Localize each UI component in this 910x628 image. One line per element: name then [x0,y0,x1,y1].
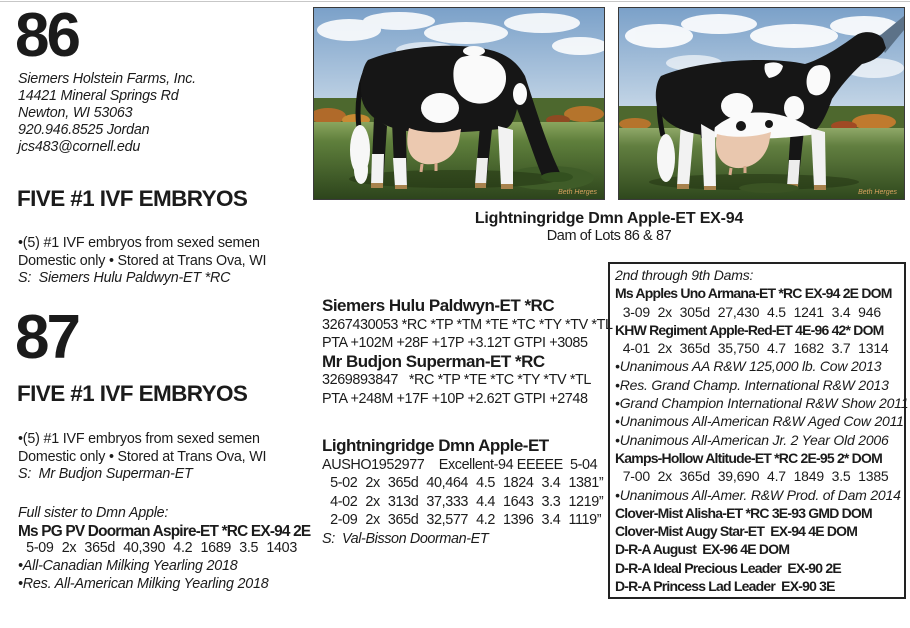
award-line: •Res. All-American Milking Yearling 2018 [18,575,269,592]
lot-87-number: 87 [15,303,81,372]
consignor-line: 920.946.8525 Jordan [18,121,150,138]
cow-grazing-illustration: Beth Herges [314,8,604,199]
dam-id: AUSHO1952977 Excellent-94 EEEEE 5-04 [322,456,598,473]
sires-pedigree-block: Siemers Hulu Paldwyn-ET *RC 3267430053 *… [322,296,613,409]
dam-box-line: 4-01 2x 365d 35,750 4.7 1682 3.7 1314 [615,340,889,357]
dam-box-line: Kamps-Hollow Altitude-ET *RC 2E-95 2* DO… [615,449,883,466]
full-sister-name: Ms PG PV Doorman Aspire-ET *RC EX-94 2E [18,522,311,540]
award-line: •All-Canadian Milking Yearling 2018 [18,558,238,575]
dam-box-line: D-R-A Ideal Precious Leader EX-90 2E [615,559,842,576]
sire-2-id: 3269893847 *RC *TP *TE *TC *TY *TV *TL [322,372,592,389]
dam-box-line: •Unanimous All-American Jr. 2 Year Old 2… [615,431,889,448]
photo-credit: Beth Herges [858,189,897,196]
note-line: •(5) #1 IVF embryos from sexed semen [18,235,260,251]
dam-record-line: 5-02 2x 365d 40,464 4.5 1824 3.4 1381” [322,475,604,492]
cow-standing-illustration: Beth Herges [619,8,904,199]
extended-dams-box: 2nd through 9th Dams: Ms Apples Uno Arman… [608,262,909,599]
caption-sub: Dam of Lots 86 & 87 [546,228,672,244]
consignor-line: Siemers Holstein Farms, Inc. [18,71,196,87]
dam-record-line: 2-09 2x 365d 32,577 4.2 1396 3.4 1119” [322,512,602,529]
lot-87-note-list: •(5) #1 IVF embryos from sexed semen Dome… [18,431,266,466]
autumn-trees [314,106,604,126]
consignor-line: Newton, WI 53063 [18,104,133,121]
caption-name: Lightningridge Dmn Apple-ET EX-94 [474,210,744,227]
full-sister-block: Full sister to Dmn Apple: Ms PG PV Doorm… [18,505,311,594]
dam-record-line: 4-02 2x 313d 37,333 4.4 1643 3.3 1219” [322,493,604,510]
sire-1-name: Siemers Hulu Paldwyn-ET *RC [322,296,555,315]
sire-2-name: Mr Budjon Superman-ET *RC [322,351,545,371]
dam-box-line: 2nd through 9th Dams: [615,267,754,283]
lot-87-sire-line: S: Mr Budjon Superman-ET [18,466,193,483]
dam-box-line: Ms Apples Uno Armana-ET *RC EX-94 2E DOM [615,285,892,302]
dam-box-line: •Unanimous AA R&W 125,000 lb. Cow 2013 [615,358,882,375]
photo-caption: Lightningridge Dmn Apple-ET EX-94 Dam of… [313,209,905,245]
consignor-line: jcs483@cornell.edu [18,138,141,155]
dam-box-line: KHW Regiment Apple-Red-ET 4E-96 42* DOM [615,321,884,338]
sire-2-pta: PTA +248M +17F +10P +2.62T GTPI +2748 [322,390,588,407]
lot-87-notes: •(5) #1 IVF embryos from sexed semen Dome… [18,431,266,484]
lot-86-note-list: •(5) #1 IVF embryos from sexed semen Dome… [18,235,266,270]
dam-box-line: 3-09 2x 305d 27,430 4.5 1241 3.4 946 [615,303,881,320]
dam-box-line: 7-00 2x 365d 39,690 4.7 1849 3.5 1385 [615,468,889,485]
note-line: Domestic only • Stored at Trans Ova, WI [18,252,267,269]
clouds [625,14,904,78]
dam-box-line: •Grand Champion International R&W Show 2… [615,395,909,412]
lot-86-number: 86 [15,1,81,70]
sire-1-id: 3267430053 *RC *TP *TM *TE *TC *TY *TV *… [322,316,613,333]
cow-grazing [350,45,573,189]
dam-box-line: •Res. Grand Champ. International R&W 201… [615,376,889,393]
dam-sire-line: S: Val-Bisson Doorman-ET [322,530,489,547]
lot-86-sire-line: S: Siemers Hulu Paldwyn-ET *RC [18,270,231,287]
consignor-line: 14421 Mineral Springs Rd [18,87,179,104]
cow-photo-right: Beth Herges [618,7,905,200]
dam-box-line: •Unanimous All-American R&W Aged Cow 201… [615,413,904,430]
full-sister-heading: Full sister to Dmn Apple: [18,505,169,521]
dam-box-line: D-R-A August EX-96 4E DOM [615,541,790,558]
note-line: •(5) #1 IVF embryos from sexed semen [18,431,260,447]
dam-name: Lightningridge Dmn Apple-ET [322,436,549,455]
note-line: Domestic only • Stored at Trans Ova, WI [18,448,267,465]
dam-box-line: D-R-A Princess Lad Leader EX-90 3E [615,578,835,595]
cow-shadow [649,174,859,190]
photo-credit: Beth Herges [558,189,597,196]
cow-standing [655,16,904,193]
dam-records: 5-02 2x 365d 40,464 4.5 1824 3.4 1381” 4… [322,474,604,530]
lot-86-title: FIVE #1 IVF EMBRYOS [17,186,248,211]
lot-86-notes: •(5) #1 IVF embryos from sexed semen Dome… [18,235,266,288]
dam-box-line: Clover-Mist Augy Star-ET EX-94 4E DOM [615,523,858,540]
full-sister-record: 5-09 2x 365d 40,390 4.2 1689 3.5 1403 [18,540,297,557]
sire-1-pta: PTA +102M +28F +17P +3.12T GTPI +3085 [322,335,588,352]
consignor-block: Siemers Holstein Farms, Inc. 14421 Minera… [18,71,196,156]
full-sister-awards: •All-Canadian Milking Yearling 2018 •Res.… [18,558,310,593]
cow-photo-left: Beth Herges [313,7,605,200]
top-divider [0,1,910,2]
lot-87-title: FIVE #1 IVF EMBRYOS [17,381,248,406]
dam-box-line: •Unanimous All-Amer. R&W Prod. of Dam 20… [615,486,901,503]
dam-pedigree-block: Lightningridge Dmn Apple-ET AUSHO1952977… [322,436,604,549]
dam-box-line: Clover-Mist Alisha-ET *RC 3E-93 GMD DOM [615,504,873,521]
